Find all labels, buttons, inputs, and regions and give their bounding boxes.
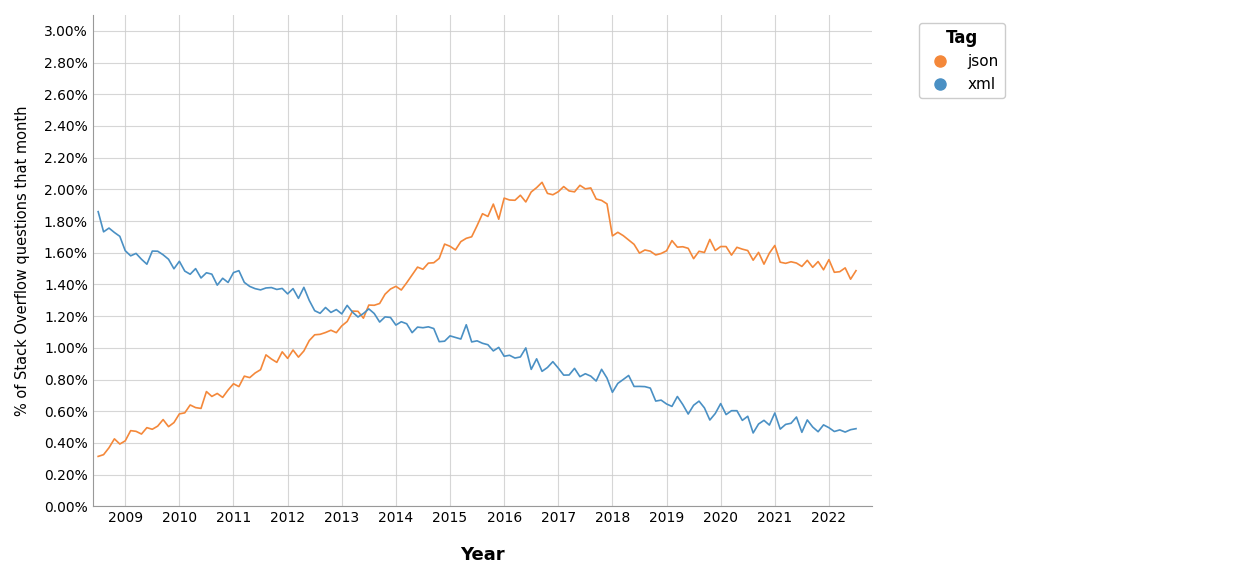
Legend: json, xml: json, xml xyxy=(919,23,1005,98)
Y-axis label: % of Stack Overflow questions that month: % of Stack Overflow questions that month xyxy=(15,105,30,416)
X-axis label: Year: Year xyxy=(461,546,505,564)
